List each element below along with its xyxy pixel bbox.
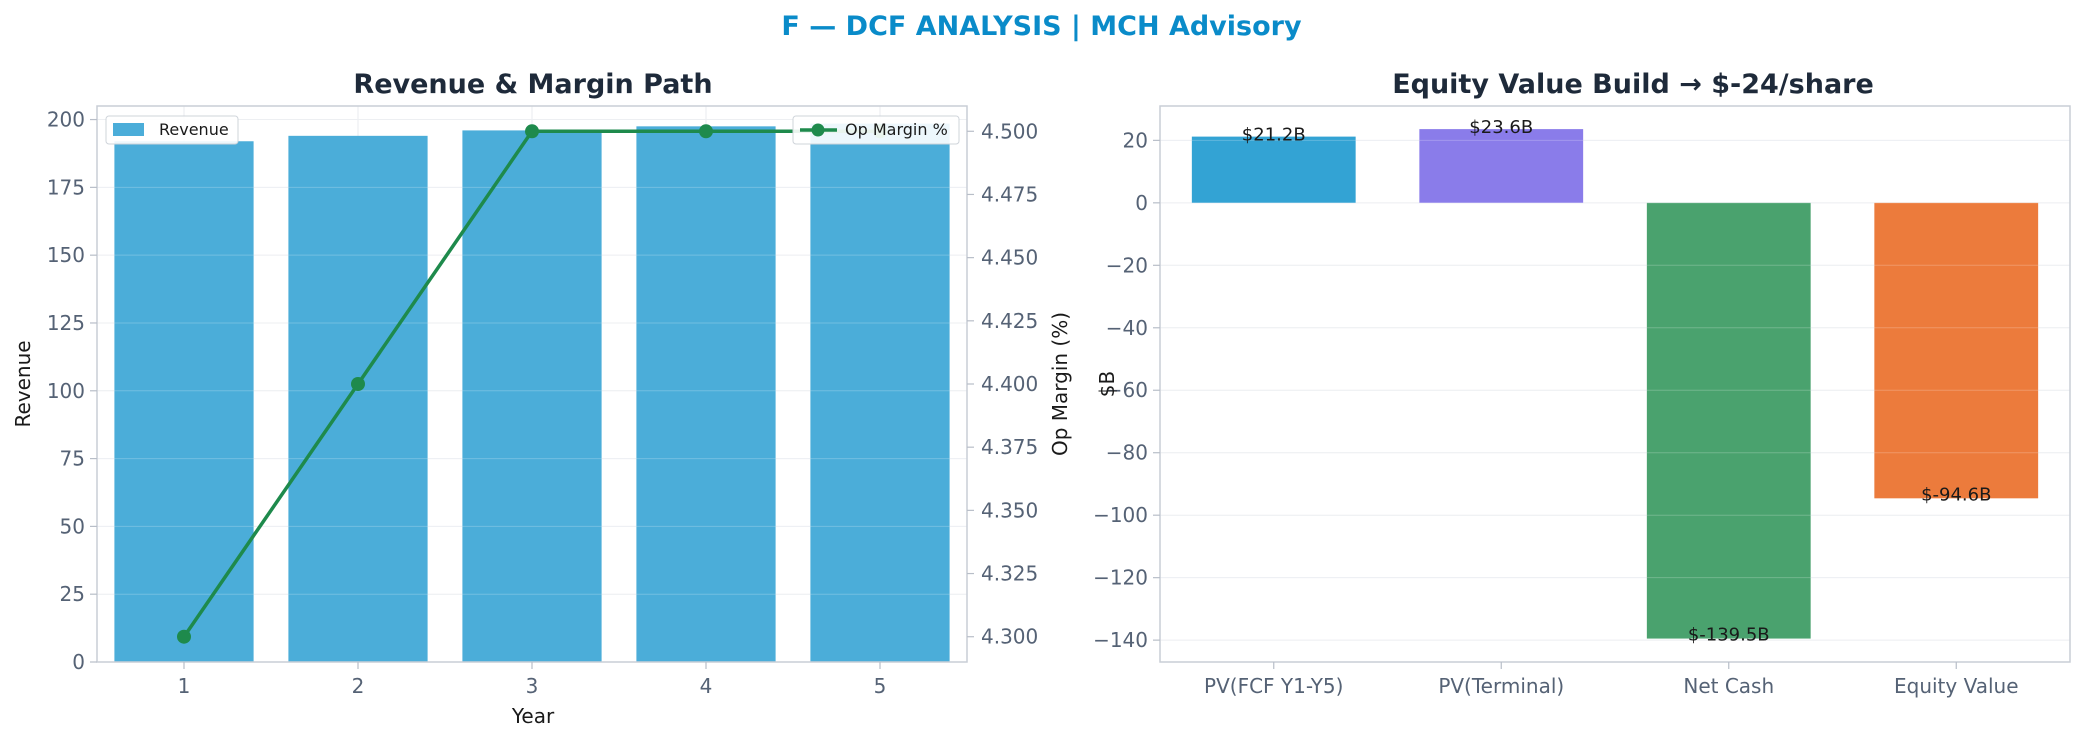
- revenue-bar: [114, 141, 254, 662]
- left-x-tick-label: 3: [526, 674, 539, 698]
- revenue-bar: [636, 126, 776, 663]
- left-y-tick-label: 200: [47, 108, 85, 132]
- op-margin-legend-label: Op Margin %: [845, 120, 948, 139]
- right-chart-y-tick-label: −120: [1093, 566, 1148, 590]
- left-x-tick-label: 1: [178, 674, 191, 698]
- right-y-tick-label: 4.350: [981, 498, 1038, 522]
- right-y-tick-label: 4.400: [981, 372, 1038, 396]
- equity-build-data-label: $21.2B: [1242, 125, 1306, 146]
- right-chart-y-axis-label: $B: [1095, 371, 1119, 397]
- left-x-tick-label: 2: [352, 674, 365, 698]
- left-x-tick-label: 4: [700, 674, 713, 698]
- right-chart-x-tick-label: Net Cash: [1683, 674, 1774, 698]
- op-margin-point: [525, 124, 539, 139]
- right-chart-y-tick-label: −80: [1106, 441, 1148, 465]
- right-y-tick-label: 4.475: [981, 182, 1038, 206]
- revenue-margin-chart: Revenue & Margin Path 025507510012515017…: [11, 69, 1072, 728]
- right-chart-y-tick-label: −100: [1093, 503, 1148, 527]
- left-y-tick-label: 0: [72, 650, 85, 674]
- left-y-tick-label: 150: [47, 243, 85, 267]
- right-y-tick-label: 4.325: [981, 562, 1038, 586]
- op-margin-point: [699, 124, 713, 139]
- equity-build-bar: [1646, 202, 1811, 639]
- right-chart-y-tick-label: −140: [1093, 628, 1148, 652]
- op-margin-point: [177, 629, 191, 644]
- right-chart-y-tick-label: 0: [1135, 191, 1148, 215]
- right-y-tick-label: 4.425: [981, 309, 1038, 333]
- revenue-bar: [288, 135, 428, 662]
- equity-build-data-label: $-94.6B: [1921, 484, 1991, 505]
- right-chart-y-tick-label: 20: [1123, 128, 1148, 152]
- equity-build-bar: [1191, 136, 1356, 203]
- left-chart-title: Revenue & Margin Path: [353, 69, 712, 100]
- op-margin-point: [351, 377, 365, 391]
- left-y-axis-label: Revenue: [11, 340, 35, 427]
- equity-build-bar: [1419, 129, 1584, 203]
- left-y-tick-label: 175: [47, 175, 85, 199]
- revenue-bar: [810, 123, 950, 662]
- right-chart-y-tick-label: −40: [1106, 316, 1148, 340]
- page-title: F — DCF ANALYSIS | MCH Advisory: [781, 11, 1302, 42]
- right-plot-frame: [1159, 105, 2071, 663]
- left-x-tick-label: 5: [874, 674, 887, 698]
- left-y-tick-label: 125: [47, 311, 85, 335]
- right-chart-y-tick-label: −60: [1106, 378, 1148, 402]
- left-x-axis-label: Year: [511, 704, 555, 728]
- revenue-bar: [462, 130, 602, 662]
- right-chart-title: Equity Value Build → $-24/share: [1392, 69, 1874, 100]
- equity-build-data-label: $23.6B: [1469, 117, 1533, 138]
- equity-build-data-label: $-139.5B: [1688, 625, 1770, 646]
- right-chart-x-tick-label: PV(FCF Y1-Y5): [1204, 674, 1343, 698]
- left-y-tick-label: 100: [47, 379, 85, 403]
- right-y-tick-label: 4.500: [981, 119, 1038, 143]
- equity-build-chart: Equity Value Build → $-24/share 20 0 −20 −4…: [1093, 69, 2071, 698]
- right-y-tick-label: 4.450: [981, 246, 1038, 270]
- left-y-tick-label: 75: [60, 447, 85, 471]
- left-y-tick-label: 25: [60, 582, 85, 606]
- right-y-axis-label: Op Margin (%): [1048, 312, 1072, 456]
- right-chart-y-tick-label: −20: [1106, 253, 1148, 277]
- equity-build-bar: [1874, 202, 2039, 499]
- right-chart-x-tick-label: PV(Terminal): [1438, 674, 1564, 698]
- left-y-tick-label: 50: [60, 514, 85, 538]
- op-margin-legend: Op Margin %: [792, 115, 960, 145]
- right-y-tick-label: 4.300: [981, 625, 1038, 649]
- right-chart-x-tick-label: Equity Value: [1894, 674, 2019, 698]
- op-margin-legend-marker: [811, 123, 825, 137]
- right-y-tick-label: 4.375: [981, 435, 1038, 459]
- revenue-legend-label: Revenue: [159, 120, 229, 139]
- revenue-legend-swatch: [113, 123, 144, 136]
- revenue-legend: Revenue: [105, 115, 239, 145]
